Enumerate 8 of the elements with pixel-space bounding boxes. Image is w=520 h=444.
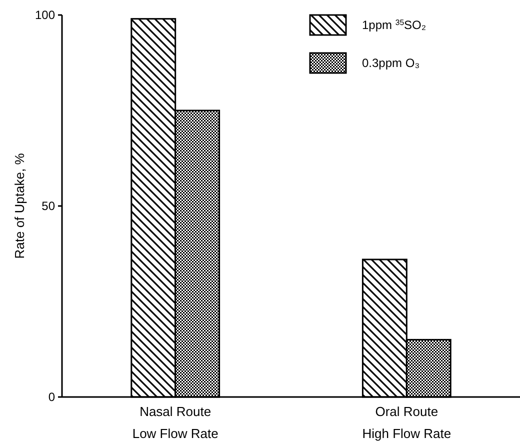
y-tick-label: 100 [34,8,56,22]
legend-label: 1ppm $^{35}$SO₂ [362,18,426,32]
y-tick-label: 0 [48,390,56,404]
y-tick-label: 50 [42,199,56,214]
x-tick-label: Oral Route High Flow Rate [362,404,452,441]
legend-label: 0.3ppm O₃ [362,56,420,70]
x-tick-label: Nasal Route Low Flow Rate [132,404,218,441]
y-axis-title: Rate of Uptake, % [12,152,27,259]
